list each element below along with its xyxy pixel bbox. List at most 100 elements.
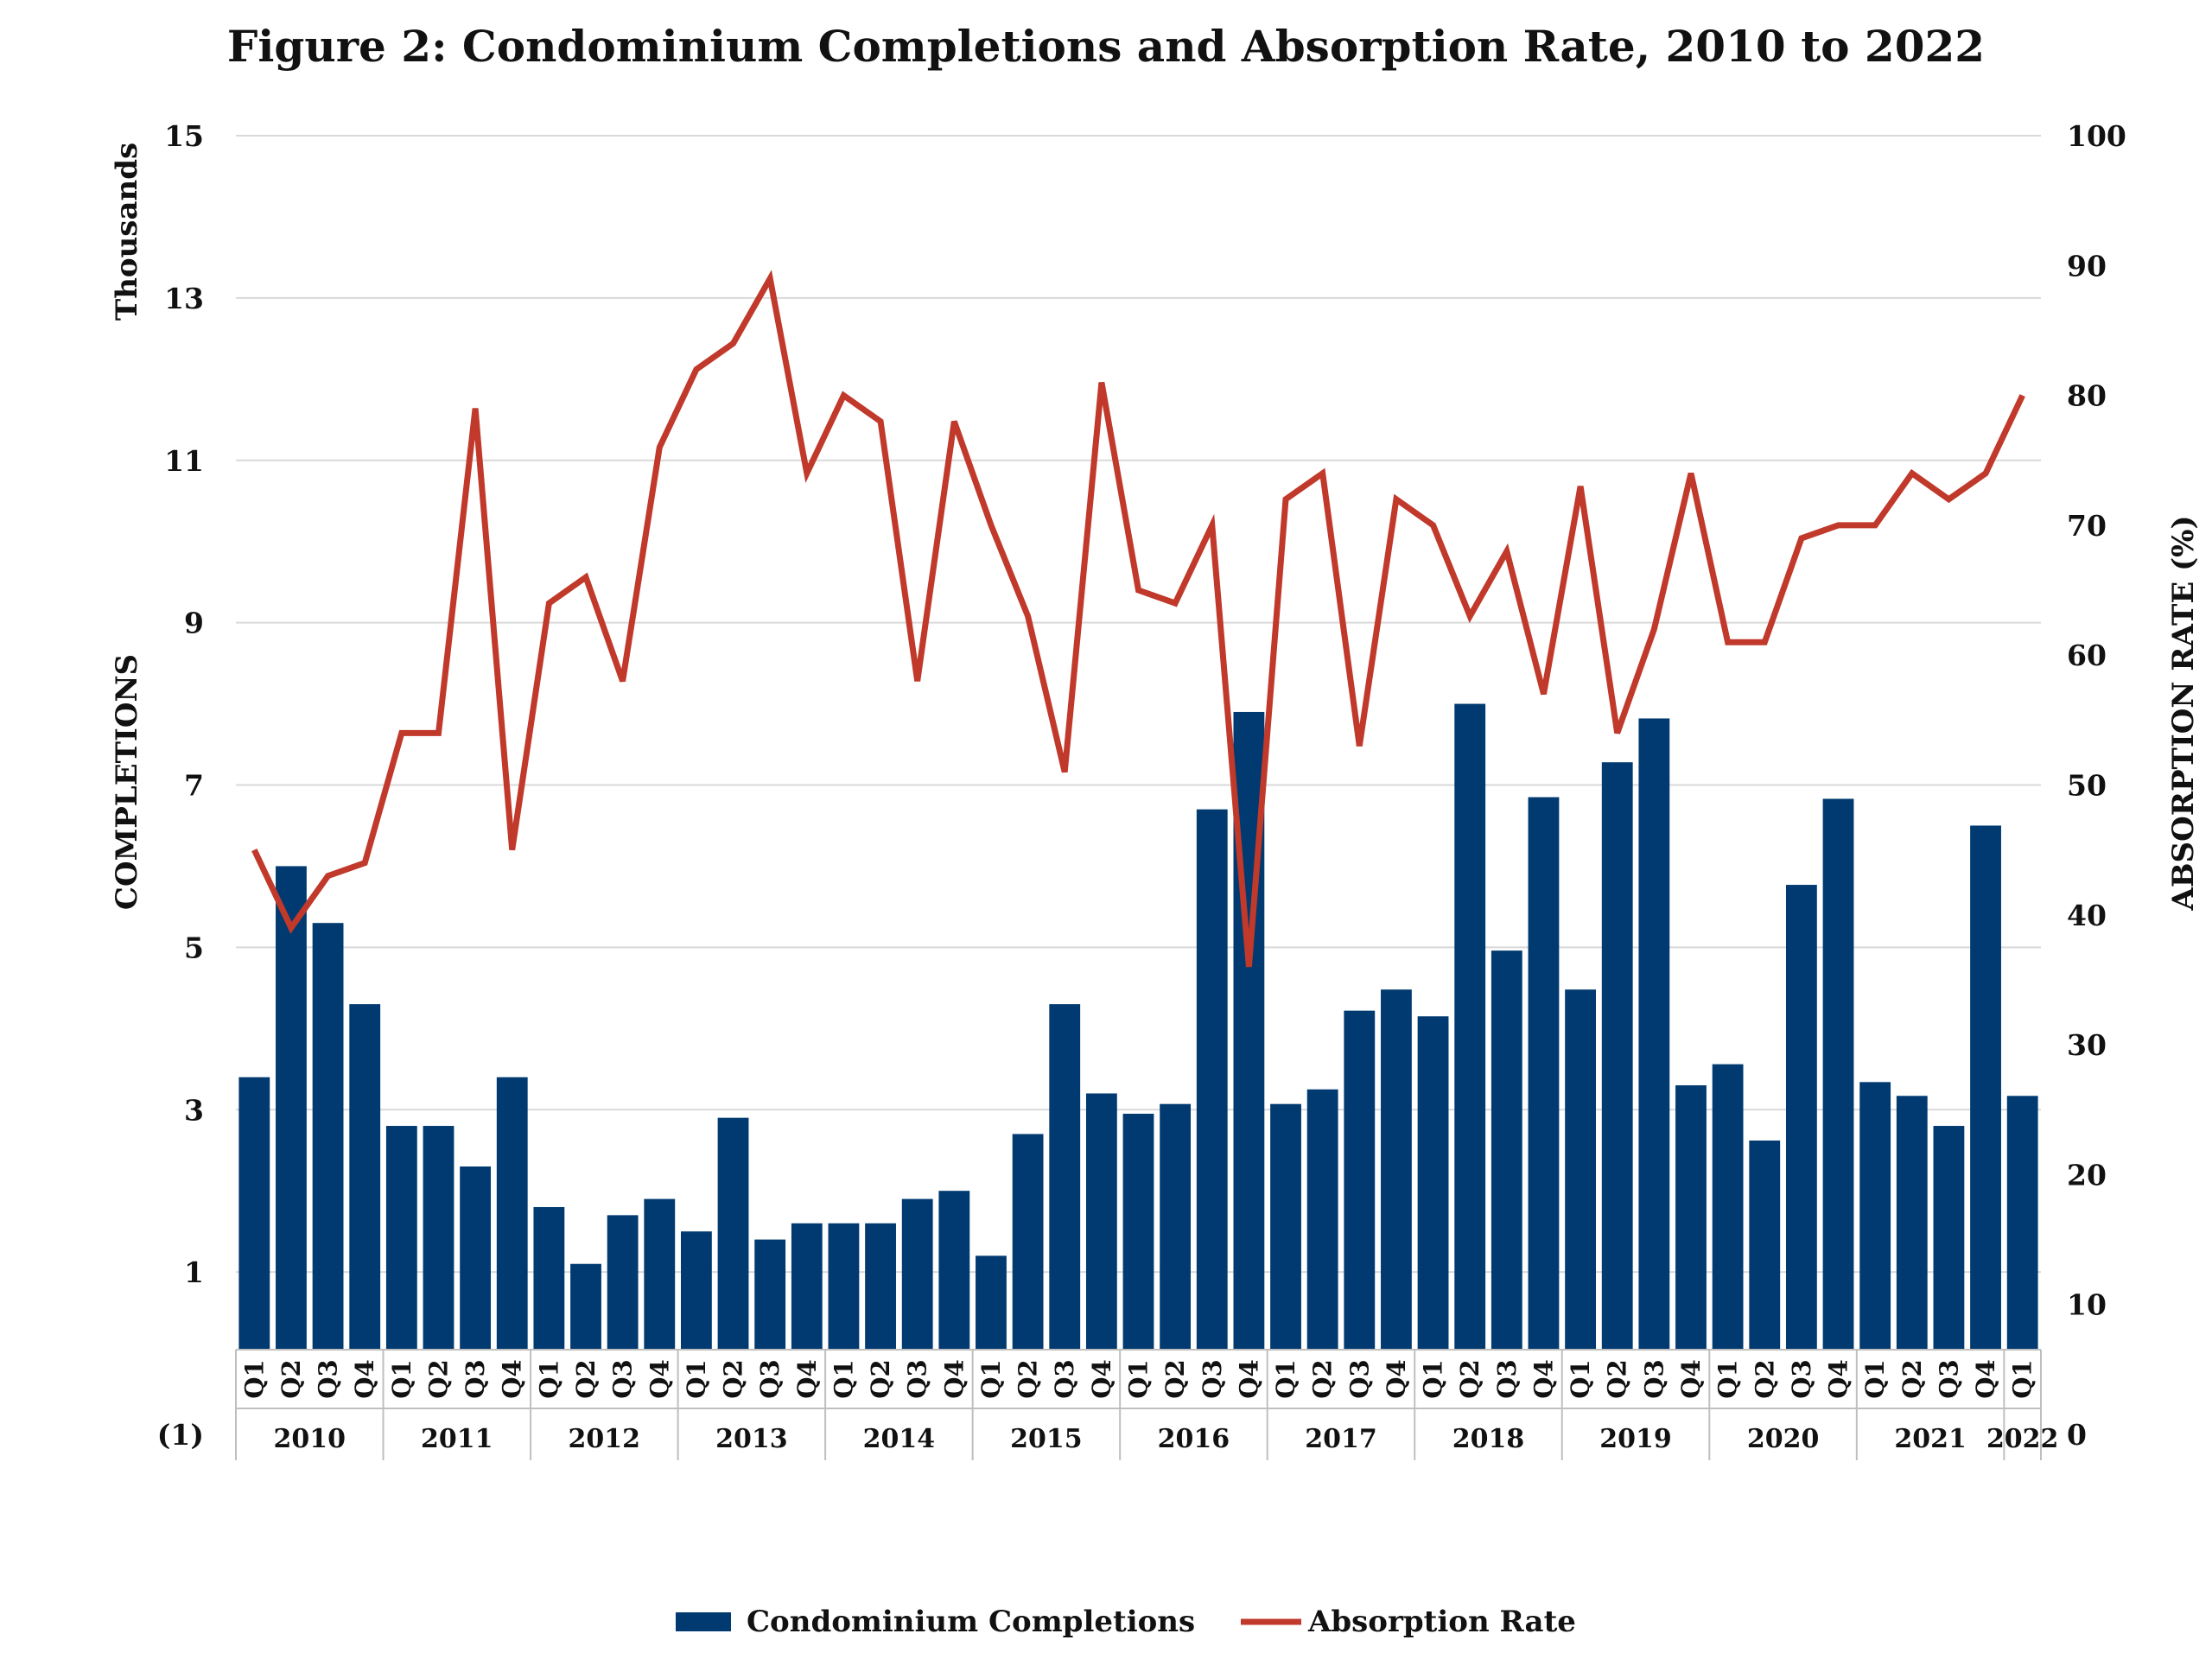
legend-label-completions: Condominium Completions [747,1605,1195,1639]
year-label: 2010 [274,1424,346,1454]
quarter-label: Q4 [1971,1359,2000,1398]
quarter-label: Q2 [1750,1359,1779,1398]
completions-bar [1970,825,2001,1350]
quarter-label: Q2 [571,1359,601,1398]
completions-bar [1822,798,1854,1350]
quarter-label: Q1 [1419,1359,1448,1398]
quarter-label: Q4 [1676,1359,1706,1398]
quarter-label: Q1 [1713,1359,1743,1398]
quarter-label: Q3 [314,1359,343,1398]
right-axis-title: ABSORPTION RATE (%) [2166,515,2201,911]
completions-bar [754,1239,786,1350]
completions-bar [349,1004,381,1350]
quarter-label: Q3 [755,1359,785,1398]
year-label: 2021 [1894,1424,1967,1454]
quarter-label: Q1 [1271,1359,1300,1398]
completions-bar [1012,1134,1044,1350]
absorption-rate-line [251,270,2025,968]
completions-bar [385,1126,417,1350]
quarter-label: Q1 [534,1359,563,1398]
completions-bar [276,866,307,1350]
quarter-label: Q3 [1344,1359,1374,1398]
completions-bar [1417,1016,1449,1350]
quarter-label: Q4 [645,1359,674,1398]
quarter-label: Q4 [350,1359,379,1398]
year-label: 2016 [1158,1424,1230,1454]
left-tick-label: 11 [164,444,204,478]
right-tick-label: 20 [2067,1158,2107,1192]
quarter-label: Q3 [1492,1359,1522,1398]
completions-bar [901,1198,933,1350]
completions-bar [1601,762,1633,1350]
chart-title: Figure 2: Condominium Completions and Ab… [226,21,1986,72]
quarter-label: Q2 [1308,1359,1338,1398]
quarter-label: Q2 [1897,1359,1927,1398]
year-label: 2011 [421,1424,493,1454]
completions-bar [1344,1010,1376,1350]
completions-bar [1160,1103,1192,1350]
quarter-label: Q4 [939,1359,969,1398]
quarter-label: Q1 [829,1359,858,1398]
completions-bar [607,1215,639,1350]
completions-bar [976,1255,1007,1350]
year-label: 2020 [1747,1424,1820,1454]
quarter-label: Q3 [608,1359,638,1398]
quarter-label: Q3 [1198,1359,1227,1398]
legend-label-absorption: Absorption Rate [1307,1605,1576,1639]
completions-bar [1454,703,1486,1350]
left-tick-label: 5 [184,931,204,964]
right-tick-label: 70 [2067,509,2107,543]
left-tick-label: 3 [184,1093,204,1127]
completions-bar [533,1206,565,1350]
right-tick-label: 60 [2067,639,2107,672]
quarter-label: Q2 [1455,1359,1484,1398]
completions-bar [238,1077,270,1350]
completions-bar [1491,950,1522,1350]
left-axis-title: COMPLETIONS [110,654,144,910]
left-tick-label: 13 [164,282,204,315]
completions-bar [1306,1089,1338,1350]
right-tick-label: 80 [2067,379,2107,413]
year-label: 2015 [1010,1424,1083,1454]
quarter-label: Q4 [1382,1359,1411,1398]
quarter-label: Q2 [424,1359,454,1398]
quarter-label: Q2 [866,1359,895,1398]
quarter-label: Q3 [1639,1359,1669,1398]
year-label: 2014 [863,1424,936,1454]
left-tick-label: 9 [184,607,204,640]
quarter-label: Q1 [239,1359,269,1398]
quarter-label: Q4 [1234,1359,1263,1398]
year-label: 2022 [1986,1424,2059,1454]
quarter-label: Q4 [1529,1359,1559,1398]
completions-bar [1122,1113,1154,1350]
completions-bar [1785,885,1817,1350]
completions-bar [1712,1064,1744,1350]
quarter-label: Q3 [1050,1359,1079,1398]
completions-bar [460,1166,492,1350]
left-tick-label: 1 [184,1255,204,1289]
quarter-label: Q1 [1124,1359,1154,1398]
legend-swatch-completions [676,1612,731,1631]
completions-bar [1270,1103,1301,1350]
quarter-label: Q1 [1566,1359,1595,1398]
completions-bar [828,1223,860,1350]
completions-bar [1528,797,1560,1350]
completions-bar [570,1263,601,1350]
completions-bar [1638,718,1670,1350]
completions-bar [1085,1093,1117,1350]
completions-bar [1675,1085,1707,1350]
completions-bar [496,1077,528,1350]
quarter-label: Q4 [792,1359,822,1398]
absorption-line [251,270,2025,968]
completions-bar [1196,809,1228,1350]
right-tick-label: 10 [2067,1288,2107,1322]
right-tick-label: 0 [2067,1418,2087,1452]
quarter-label: Q3 [461,1359,490,1398]
completions-bar [1749,1140,1781,1350]
completions-bars [238,703,2038,1350]
completions-bar [644,1198,676,1350]
x-axis-labels: Q1 Q2 Q3 Q4 Q1 Q2 Q3 Q4 Q1 Q2 Q3 Q4 Q1 Q2 Q3 Q4 Q1 Q2 Q3 Q4… [235,1349,2059,1460]
completions-bar [1381,989,1412,1350]
